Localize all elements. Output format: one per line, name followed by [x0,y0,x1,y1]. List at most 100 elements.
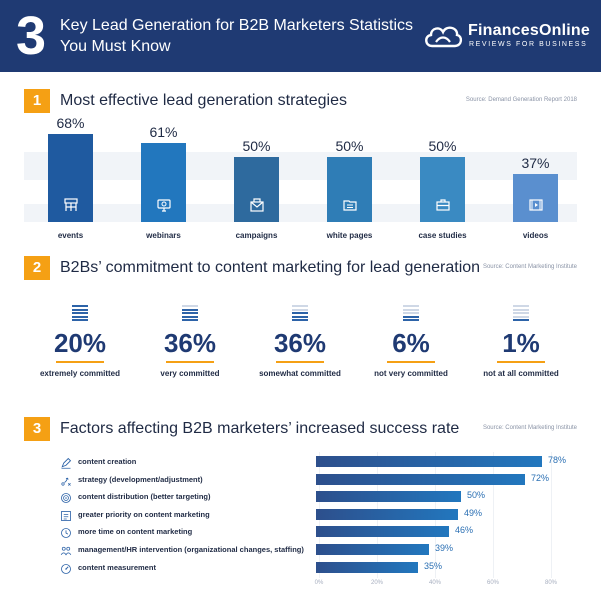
commitment-label: somewhat committed [259,369,341,378]
commitment-level-line [72,308,88,311]
strategy-category-label: white pages [326,231,373,240]
x-tick-label: 40% [428,580,442,586]
commitment-level-line [513,315,529,318]
factor-label: content creation [78,457,137,466]
commitment-level-icon [182,305,198,321]
commitment-level-line [292,312,308,314]
commitment-level-line [513,319,529,321]
briefcase-icon [435,199,450,211]
commitment-level-line [182,312,198,314]
strategy-icon-wrap [327,196,372,214]
strategy-column: 50% case studies [396,118,489,240]
commitment-level-icon [403,305,419,321]
commitment-percent: 36% [273,328,327,358]
strategy-icon-wrap [141,196,186,214]
clock-icon [61,528,71,538]
commitment-level-line [513,305,529,307]
page-title-line-2: You Must Know [60,38,171,55]
strategy-category-label: events [57,231,84,240]
commitment-level-line [513,308,529,311]
commitment-level-icon [72,305,88,321]
strategy-column: 61% webinars [117,118,210,240]
factor-row: content creation 78% [0,454,601,471]
factor-label: content measurement [78,563,156,572]
section-1-header: 1 Most effective lead generation strateg… [0,89,601,113]
commitment-underline [276,361,324,363]
factor-row: content measurement 35% [0,560,601,577]
strategy-value-label: 50% [428,138,457,154]
factor-value-label: 46% [455,525,474,535]
folder-icon [342,200,357,211]
commitment-label: not very committed [374,369,448,378]
x-tick-label: 20% [370,580,384,586]
strategy-category-label: campaigns [235,231,278,240]
factor-row: strategy (development/adjustment) 72% [0,472,601,489]
commitment-label: not at all committed [483,369,559,378]
factor-icon-wrap [60,526,72,538]
commitment-level-line [72,312,88,314]
factor-bar [316,526,449,537]
factor-bar [316,544,429,555]
priority-icon [61,511,71,521]
factor-icon-wrap [60,491,72,503]
strategy-bar [327,157,372,222]
commitment-underline [497,361,545,363]
header-number: 3 [16,6,47,66]
strategy-bar [234,157,279,222]
commitment-percent: 6% [392,328,430,358]
strategy-icon-wrap [48,196,93,214]
strategy-icon-wrap [420,196,465,214]
strategy-bar [141,143,186,222]
factor-row: content distribution (better targeting) 5… [0,489,601,506]
x-tick-label: 60% [486,580,500,586]
strategy-value-label: 50% [335,138,364,154]
commitment-level-icon [513,305,529,321]
commitment-percent: 1% [502,328,540,358]
factor-icon-wrap [60,509,72,521]
commitment-level-line [292,305,308,307]
strategies-bar-chart: 68% events 61% webinars 50% campaigns 50% white… [0,115,601,240]
brand-logo[interactable]: FinancesOnline REVIEWS FOR BUSINESS [422,20,592,54]
commitment-underline [56,361,104,363]
section-2-source: Source: Content Marketing Institute [482,264,577,270]
section-2-title: B2Bs’ commitment to content marketing fo… [60,259,481,276]
commitment-level-line [72,319,88,321]
gauge-icon [61,564,71,574]
factor-row: greater priority on content marketing 49% [0,507,601,524]
commitment-item: 20% extremely committed [25,305,135,385]
x-tick-label: 80% [544,580,558,586]
factor-value-label: 35% [424,561,443,571]
factor-bar [316,491,461,502]
gridline [551,452,552,578]
target-icon [61,493,71,503]
commitment-level-line [403,312,419,314]
factor-label: management/HR intervention (organization… [78,545,304,554]
commitment-underline [166,361,214,363]
commitment-percent: 20% [53,328,107,358]
factor-value-label: 72% [531,473,550,483]
factor-icon-wrap [60,544,72,556]
factor-value-label: 49% [464,508,483,518]
commitment-item: 1% not at all committed [466,305,576,385]
commitment-item: 36% very committed [135,305,245,385]
section-1-source: Source: Demand Generation Report 2018 [465,97,577,103]
factor-value-label: 78% [548,455,567,465]
section-3-source: Source: Content Marketing Institute [482,425,577,431]
gridline [493,452,494,578]
commitment-level-line [403,315,419,318]
strategy-column: 50% white pages [303,118,396,240]
chart-band-light [24,152,577,180]
scaffold-icon [63,198,78,211]
envelope-icon [249,198,264,212]
cloud-logo-icon [425,26,463,48]
strategy-value-label: 61% [149,124,178,140]
x-tick-label: 0% [314,580,324,586]
commitment-item: 6% not very committed [356,305,466,385]
commitment-level-line [292,319,308,321]
strategy-icon [61,477,71,486]
strategy-bar [420,157,465,222]
film-icon [528,199,543,211]
factor-icon-wrap [60,474,72,486]
factor-bar [316,562,418,573]
section-2-header: 2 B2Bs’ commitment to content marketing … [0,256,601,280]
